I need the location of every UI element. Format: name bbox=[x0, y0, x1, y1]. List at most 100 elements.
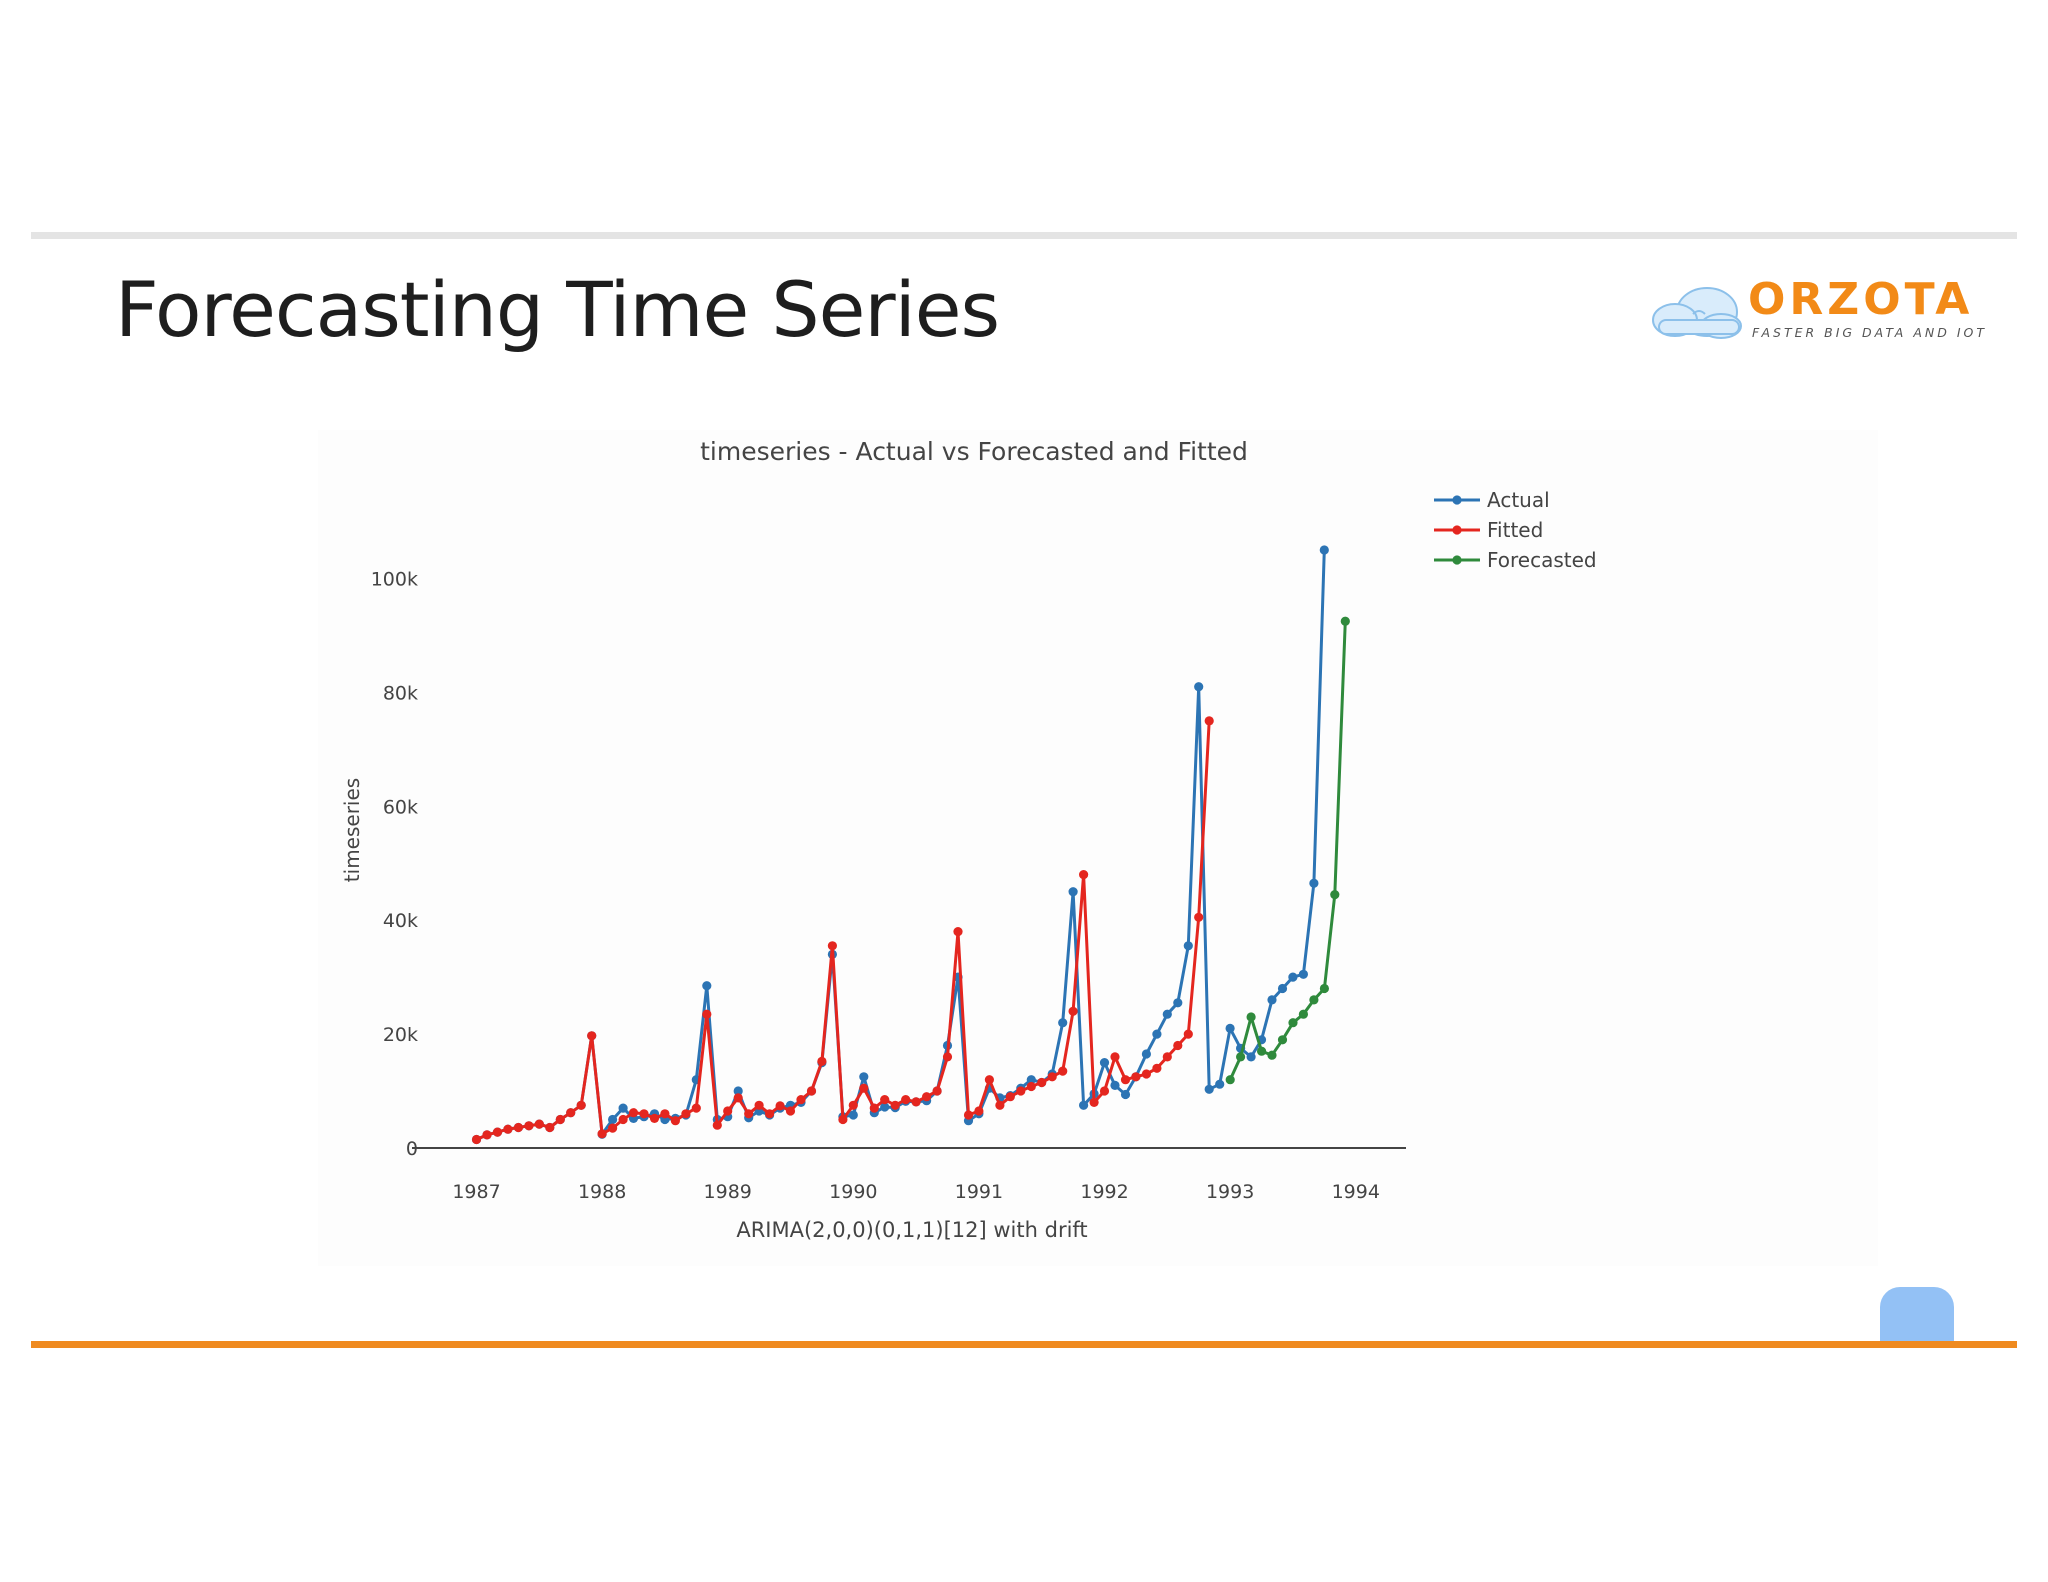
nav-tab-shape[interactable] bbox=[1880, 1287, 1954, 1341]
data-point bbox=[754, 1100, 764, 1110]
data-point bbox=[1298, 969, 1308, 979]
data-point bbox=[1340, 616, 1350, 626]
data-point bbox=[1173, 998, 1183, 1008]
data-point bbox=[1267, 1050, 1277, 1060]
data-point bbox=[890, 1100, 900, 1110]
x-tick-label: 1989 bbox=[704, 1181, 752, 1203]
data-point bbox=[733, 1093, 743, 1103]
data-point bbox=[1026, 1081, 1036, 1092]
data-point bbox=[1267, 995, 1277, 1005]
data-point bbox=[1005, 1092, 1015, 1102]
data-point bbox=[848, 1100, 858, 1110]
data-point bbox=[1246, 1012, 1256, 1022]
data-point bbox=[1236, 1052, 1246, 1062]
data-point bbox=[859, 1083, 869, 1093]
data-point bbox=[995, 1100, 1005, 1110]
data-point bbox=[869, 1103, 879, 1113]
data-point bbox=[566, 1108, 576, 1118]
series-line-forecasted bbox=[1228, 621, 1347, 1081]
data-point bbox=[660, 1109, 670, 1119]
chart-panel: timeseries - Actual vs Forecasted and Fi… bbox=[318, 430, 1878, 1266]
data-point bbox=[859, 1072, 869, 1082]
data-point bbox=[974, 1106, 984, 1116]
data-point bbox=[1309, 995, 1319, 1005]
x-tick-label: 1993 bbox=[1206, 1181, 1254, 1203]
data-point bbox=[618, 1103, 628, 1113]
data-point bbox=[1288, 972, 1298, 982]
data-point bbox=[702, 981, 712, 991]
legend-marker bbox=[1452, 495, 1462, 505]
legend-item-forecasted[interactable]: Forecasted bbox=[1434, 548, 1597, 572]
orzota-logo: ORZOTA FASTER BIG DATA AND IOT bbox=[1645, 268, 1985, 348]
data-point bbox=[806, 1086, 817, 1096]
data-point bbox=[1277, 983, 1288, 994]
x-tick-label: 1987 bbox=[452, 1181, 500, 1203]
data-point bbox=[649, 1113, 660, 1123]
data-point bbox=[1079, 870, 1089, 880]
data-point bbox=[1079, 1100, 1089, 1110]
legend-item-fitted[interactable]: Fitted bbox=[1434, 518, 1543, 542]
data-point bbox=[555, 1114, 565, 1125]
data-point bbox=[492, 1127, 503, 1137]
data-point bbox=[880, 1102, 890, 1112]
data-point bbox=[1162, 1009, 1172, 1019]
y-tick-label: 20k bbox=[383, 1024, 418, 1046]
bottom-divider bbox=[31, 1341, 2017, 1348]
data-point bbox=[1194, 912, 1204, 922]
data-point bbox=[1099, 1058, 1110, 1068]
data-point bbox=[848, 1110, 858, 1120]
data-point bbox=[1194, 682, 1204, 692]
data-point bbox=[942, 1052, 953, 1062]
data-point bbox=[691, 1103, 701, 1113]
data-point bbox=[534, 1119, 544, 1129]
data-point bbox=[1225, 1075, 1235, 1085]
data-point bbox=[1058, 1066, 1068, 1076]
legend-marker bbox=[1452, 525, 1462, 535]
data-point bbox=[1047, 1072, 1057, 1082]
logo-wordmark: ORZOTA bbox=[1748, 274, 1973, 325]
data-point bbox=[1141, 1049, 1151, 1059]
series-fitted bbox=[471, 716, 1214, 1145]
data-point bbox=[1058, 1018, 1068, 1028]
data-point bbox=[1183, 1029, 1193, 1039]
logo-tagline: FASTER BIG DATA AND IOT bbox=[1752, 325, 1985, 340]
data-point bbox=[1037, 1077, 1047, 1088]
y-axis-label: timeseries bbox=[340, 778, 364, 882]
data-point bbox=[1162, 1052, 1172, 1062]
data-point bbox=[524, 1121, 534, 1131]
slide-title: Forecasting Time Series bbox=[115, 265, 1000, 354]
data-point bbox=[1319, 983, 1329, 994]
x-tick-label: 1990 bbox=[829, 1181, 877, 1203]
data-point bbox=[775, 1101, 785, 1111]
data-point bbox=[471, 1134, 482, 1145]
data-point bbox=[712, 1120, 722, 1130]
legend-marker bbox=[1452, 555, 1462, 565]
data-point bbox=[1183, 941, 1193, 951]
y-tick-label: 80k bbox=[383, 682, 418, 704]
series-forecasted bbox=[1225, 616, 1350, 1085]
axes-group: 0 20k 40k 60k 80k 100k 1987 1988 1989 1990 1991 199… bbox=[371, 568, 1406, 1203]
data-point bbox=[817, 1056, 827, 1066]
data-point bbox=[1309, 878, 1319, 888]
data-point bbox=[827, 941, 837, 951]
data-point bbox=[503, 1124, 513, 1134]
data-point bbox=[1215, 1079, 1225, 1089]
series-group bbox=[471, 545, 1350, 1145]
legend-label: Actual bbox=[1487, 488, 1550, 512]
data-point bbox=[587, 1031, 597, 1041]
data-point bbox=[576, 1100, 586, 1110]
x-tick-label: 1991 bbox=[955, 1181, 1003, 1203]
cloud-logo-icon: ORZOTA FASTER BIG DATA AND IOT bbox=[1652, 274, 1985, 340]
data-point bbox=[1141, 1069, 1151, 1079]
data-point bbox=[702, 1009, 712, 1019]
data-point bbox=[1110, 1080, 1120, 1090]
data-point bbox=[1099, 1086, 1110, 1096]
x-tick-label: 1988 bbox=[578, 1181, 626, 1203]
data-point bbox=[953, 927, 963, 937]
legend-item-actual[interactable]: Actual bbox=[1434, 488, 1550, 512]
legend-label: Forecasted bbox=[1487, 548, 1597, 572]
timeseries-chart: timeseries - Actual vs Forecasted and Fi… bbox=[340, 437, 1597, 1242]
data-point bbox=[1319, 545, 1329, 555]
data-point bbox=[911, 1097, 921, 1107]
data-point bbox=[1204, 716, 1214, 726]
